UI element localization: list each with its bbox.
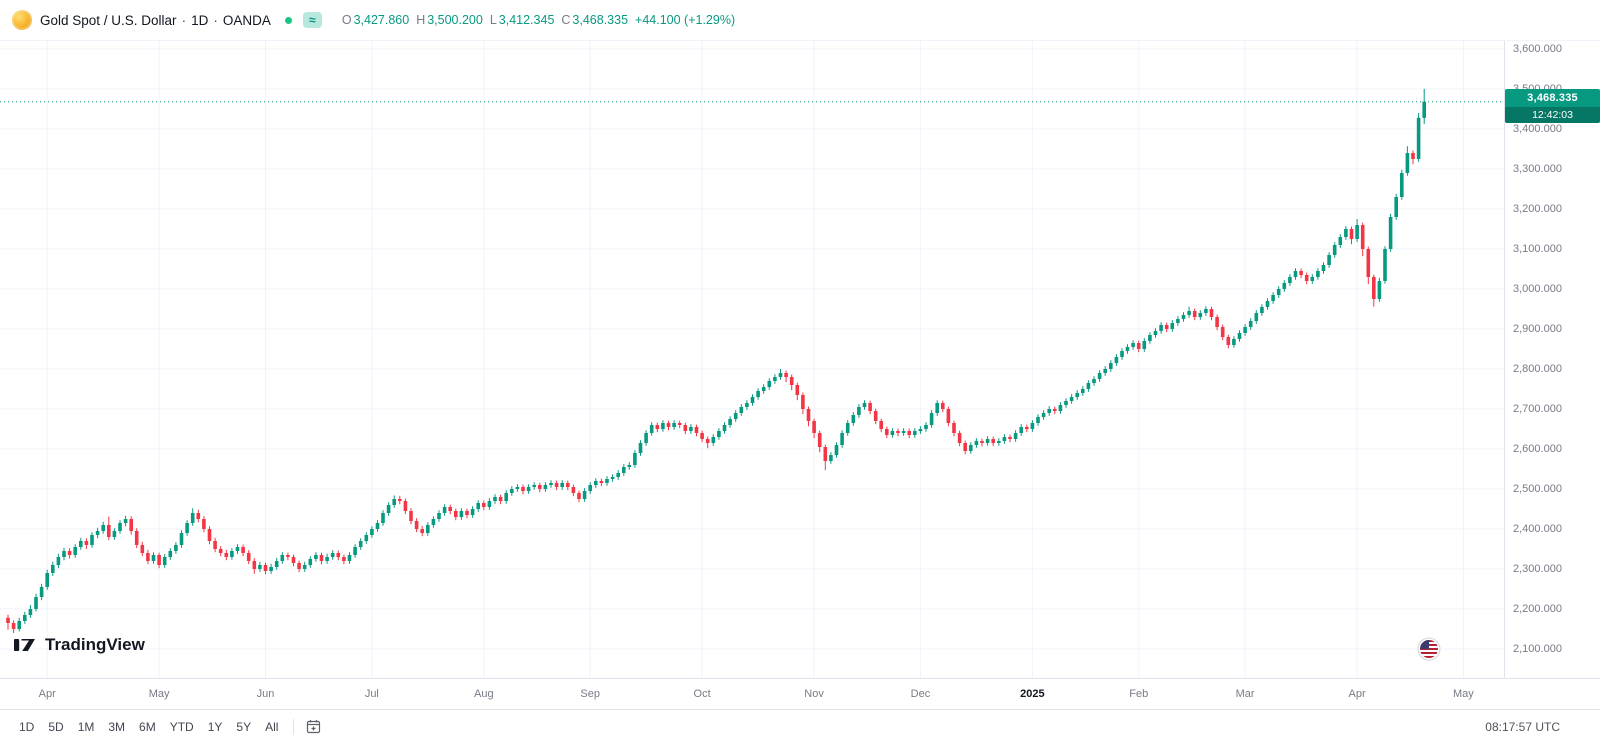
time-tick-label: Dec <box>910 688 931 700</box>
time-tick-label: 2025 <box>1020 688 1045 700</box>
price-tick-label: 2,900.000 <box>1513 323 1562 335</box>
price-tick-label: 3,400.000 <box>1513 123 1562 135</box>
change-value: +44.100 (+1.29%) <box>635 13 736 27</box>
price-tick-label: 3,000.000 <box>1513 283 1562 295</box>
price-tick-label: 2,700.000 <box>1513 403 1562 415</box>
economic-event-flag-icon[interactable] <box>1420 640 1438 658</box>
exchange-label: OANDA <box>222 12 271 28</box>
time-tick-label: May <box>148 688 170 700</box>
price-tick-label: 3,200.000 <box>1513 203 1562 215</box>
instrument-logo-gold-icon <box>12 10 32 30</box>
time-tick-label: Aug <box>474 688 494 700</box>
time-tick-label: Apr <box>38 688 56 700</box>
price-tick-label: 2,400.000 <box>1513 523 1562 535</box>
range-button-ytd[interactable]: YTD <box>163 716 201 738</box>
price-tick-label: 2,500.000 <box>1513 483 1562 495</box>
range-button-3m[interactable]: 3M <box>101 716 132 738</box>
time-tick-label: Sep <box>580 688 600 700</box>
range-button-all[interactable]: All <box>258 716 285 738</box>
time-tick-label: May <box>1453 688 1474 700</box>
close-label: C <box>561 13 571 27</box>
separator: · <box>213 12 218 28</box>
time-tick-label: Apr <box>1348 688 1366 700</box>
range-button-5y[interactable]: 5Y <box>229 716 258 738</box>
chart-header: Gold Spot / U.S. Dollar · 1D · OANDA ≈ O… <box>0 0 1600 41</box>
ohlc-readout: O 3,427.860 H 3,500.200 L 3,412.345 C 3,… <box>342 13 735 27</box>
high-label: H <box>416 13 426 27</box>
range-button-6m[interactable]: 6M <box>132 716 163 738</box>
chart-canvas[interactable] <box>0 41 1505 678</box>
tilde-waves-icon[interactable]: ≈ <box>302 12 322 28</box>
bottom-toolbar: 1D 5D 1M 3M 6M YTD 1Y 5Y All 08:17:57 UTC <box>0 709 1600 743</box>
open-label: O <box>341 13 352 27</box>
low-label: L <box>489 13 497 27</box>
price-tick-label: 3,100.000 <box>1513 243 1562 255</box>
high-value: 3,500.200 <box>427 13 483 27</box>
price-tick-label: 2,800.000 <box>1513 363 1562 375</box>
price-tick-label: 2,300.000 <box>1513 563 1562 575</box>
separator: · <box>181 12 187 28</box>
toolbar-divider <box>293 718 295 735</box>
price-tick-label: 2,600.000 <box>1513 443 1562 455</box>
price-tick-label: 3,600.000 <box>1513 43 1562 55</box>
symbol-title-button[interactable]: Gold Spot / U.S. Dollar · 1D · OANDA <box>40 13 271 28</box>
range-button-5d[interactable]: 5D <box>41 716 70 738</box>
tradingview-wordmark: TradingView <box>45 635 145 654</box>
market-open-dot-icon[interactable] <box>284 16 292 24</box>
time-tick-label: Feb <box>1129 688 1149 700</box>
price-tick-label: 3,300.000 <box>1513 163 1562 175</box>
range-selector: 1D 5D 1M 3M 6M YTD 1Y 5Y All <box>12 716 285 738</box>
chart-area: 3,600.0003,500.0003,400.0003,300.0003,20… <box>0 41 1600 678</box>
interval-label: 1D <box>191 12 209 28</box>
range-button-1m[interactable]: 1M <box>71 716 102 738</box>
timezone-clock[interactable]: 08:17:57 UTC <box>1485 719 1560 734</box>
open-value: 3,427.860 <box>353 13 410 27</box>
bar-countdown: 12:42:03 <box>1505 106 1600 124</box>
time-tick-label: Nov <box>804 688 824 700</box>
time-tick-label: Jul <box>364 688 379 700</box>
price-tick-label: 2,200.000 <box>1513 603 1562 615</box>
range-button-1y[interactable]: 1Y <box>201 716 230 738</box>
go-to-date-icon[interactable] <box>302 717 325 736</box>
close-value: 3,468.335 <box>572 13 629 27</box>
price-axis[interactable]: 3,600.0003,500.0003,400.0003,300.0003,20… <box>1504 41 1600 678</box>
tradingview-mark-icon <box>14 639 35 651</box>
price-tick-label: 2,100.000 <box>1513 643 1562 655</box>
last-price-badge: 3,468.335 12:42:03 <box>1505 88 1600 124</box>
time-tick-label: Mar <box>1235 688 1255 700</box>
time-tick-label: Jun <box>256 688 275 700</box>
last-price-value: 3,468.335 <box>1527 91 1578 104</box>
tradingview-logo[interactable]: TradingView <box>14 635 145 655</box>
range-button-1d[interactable]: 1D <box>12 716 41 738</box>
time-axis[interactable]: Apr May Jun Jul Aug Sep Oct Nov Dec 2025 Feb Mar Apr… <box>0 678 1600 709</box>
symbol-name: Gold Spot / U.S. Dollar <box>40 12 177 28</box>
time-tick-label: Oct <box>693 688 711 700</box>
low-value: 3,412.345 <box>498 13 555 27</box>
